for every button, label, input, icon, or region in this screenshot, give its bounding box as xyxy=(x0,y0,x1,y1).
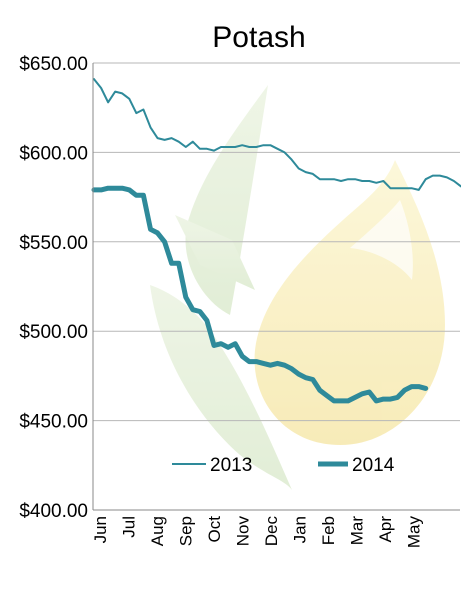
gridlines xyxy=(93,62,460,422)
y-axis-tick-labels: $400.00 $450.00 $500.00 $550.00 $600.00 $650.… xyxy=(19,54,88,522)
y-tick-label: $450.00 xyxy=(19,412,88,433)
x-tick-label: Sep xyxy=(176,516,195,546)
watermark-leaf-shape xyxy=(175,215,255,290)
chart-title: Potash xyxy=(212,21,305,54)
x-axis-tick-labels: Jun Jul Aug Sep Oct Nov Dec Jan Feb Mar Apr May xyxy=(91,516,424,549)
x-tick-label: Nov xyxy=(233,516,252,547)
watermark-logo xyxy=(150,85,445,490)
y-tick-label: $500.00 xyxy=(19,322,88,343)
legend: 2013 2014 xyxy=(172,455,395,476)
watermark-drop-highlight xyxy=(350,200,413,280)
series-line-2013 xyxy=(93,78,461,191)
legend-label-2013: 2013 xyxy=(210,455,252,476)
x-tick-label: Dec xyxy=(262,516,281,547)
x-tick-label: Oct xyxy=(205,516,224,543)
x-tick-label: Aug xyxy=(148,516,167,546)
y-tick-label: $600.00 xyxy=(19,143,88,164)
x-tick-label: Mar xyxy=(347,516,366,546)
series-line-2014 xyxy=(91,185,429,404)
x-axis xyxy=(92,63,460,511)
series-lines xyxy=(91,78,461,404)
x-tick-label: Feb xyxy=(319,516,338,545)
watermark-leaf-shape xyxy=(150,285,292,490)
x-tick-label: Jun xyxy=(91,516,110,543)
y-tick-label: $650.00 xyxy=(19,54,88,75)
x-tick-label: May xyxy=(404,516,423,549)
legend-label-2014: 2014 xyxy=(352,455,395,476)
y-tick-label: $550.00 xyxy=(19,233,88,254)
x-tick-label: Jan xyxy=(290,516,309,543)
x-tick-label: Jul xyxy=(119,516,138,538)
y-tick-label: $400.00 xyxy=(19,501,88,522)
x-tick-label: Apr xyxy=(376,516,395,543)
watermark-leaf-shape xyxy=(185,85,268,315)
